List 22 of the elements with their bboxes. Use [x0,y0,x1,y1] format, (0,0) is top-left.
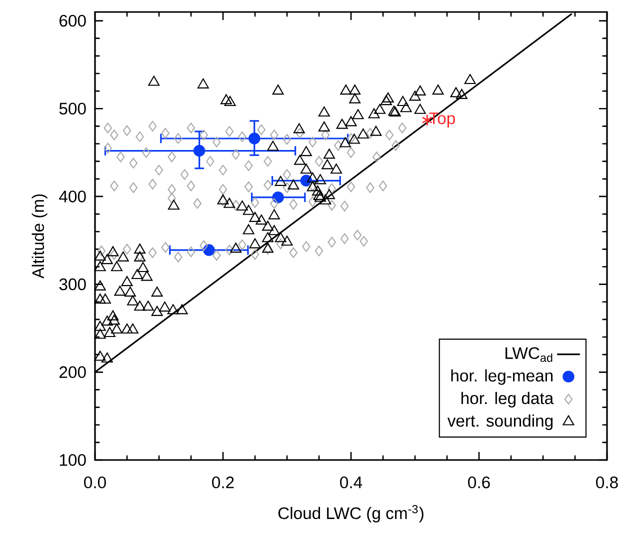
legend-label: hor. leg-mean [451,369,553,385]
point [203,244,215,256]
y-axis-title: Altitude (m) [32,194,48,279]
y-tick-label: 200 [60,366,86,378]
legend-label: LWC$_{ad}$ [506,347,552,362]
legend-label: hor. leg data [462,392,554,408]
point [193,144,206,157]
point [272,191,284,204]
y-tick-label: 600 [60,14,86,27]
x-tick-label: 0.0 [84,476,106,488]
x-tick-label: 0.4 [340,476,362,488]
legend-label: vert. sounding [447,414,553,430]
annotation: Top [429,112,455,128]
y-tick-label: 100 [60,454,86,466]
x-tick-label: 0.2 [212,476,234,488]
y-tick-label: 500 [59,102,86,115]
y-tick-label: 300 [59,278,86,290]
x-axis-title: Cloud LWC (g cm$^{-3}$) [278,504,424,522]
y-tick-label: 400 [59,190,86,202]
x-tick-label: 0.6 [468,476,490,488]
x-tick-label: 0.8 [596,476,618,488]
point [248,132,260,144]
